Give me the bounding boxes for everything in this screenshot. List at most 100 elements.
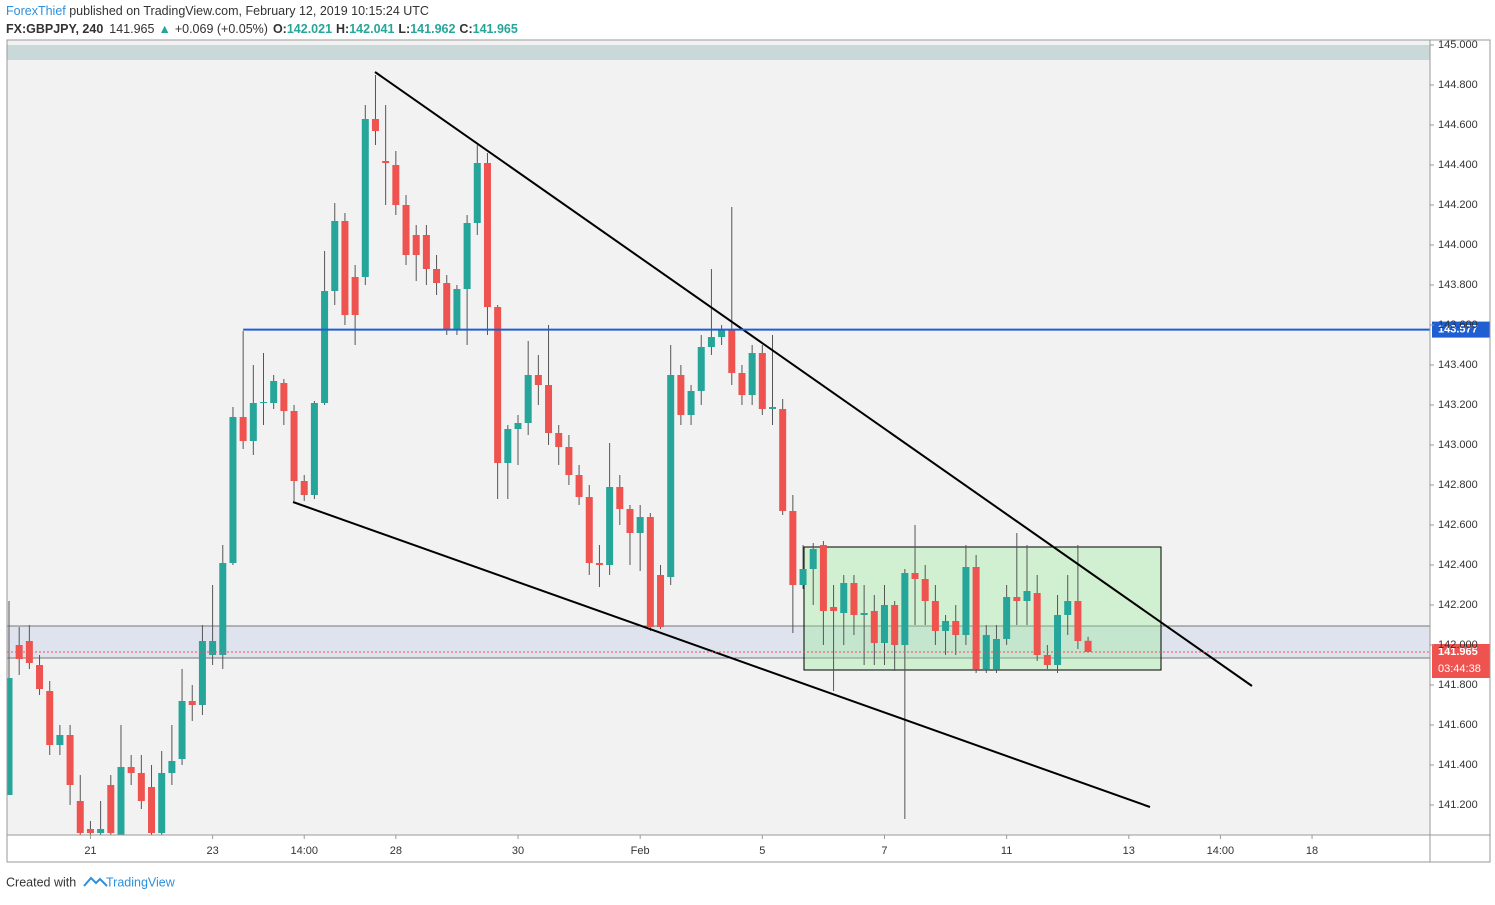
level-label-bg [1432,321,1490,338]
last-price-label: 141.965 [1438,646,1478,658]
candle-body [504,429,512,463]
header-line1: ForexThief published on TradingView.com,… [6,4,429,18]
candle-body [158,773,166,833]
y-tick-label: 144.400 [1438,159,1478,171]
countdown: 03:44:38 [1438,663,1481,675]
x-tick-label: 5 [759,845,765,857]
y-tick-label: 144.000 [1438,239,1478,251]
x-tick-label: 11 [1001,845,1012,857]
candle-body [657,575,665,627]
candle-body [809,549,817,569]
candle-body [545,385,553,433]
candle-body [819,545,827,611]
trendlines [292,71,1253,808]
change: +0.069 (+0.05%) [175,22,268,36]
candle-body [219,563,227,655]
candle-body [789,511,797,585]
candle-body [137,773,145,801]
overlay: 143.577 141.965 03:44:38 [7,321,1490,678]
tv-logo [83,876,108,887]
upper-trendline [374,71,1253,687]
candle-body [483,163,491,307]
arrow: ▲ [158,22,170,36]
candle-body [76,801,84,833]
level-label: 143.577 [1438,324,1478,336]
candle-body [799,569,807,585]
candle-body [901,573,909,645]
candle-body [36,665,44,689]
last-price-bg [1432,644,1490,678]
x-tick-label: 7 [881,845,887,857]
candle-body [361,119,369,277]
candle-body [25,641,33,663]
candle-body [952,621,960,635]
candle-body [371,119,379,131]
candle-body [962,567,970,635]
y-tick-label: 142.000 [1438,639,1478,651]
candle-body [677,375,685,415]
y-tick-label: 142.200 [1438,599,1478,611]
candle-body [555,433,563,447]
candle-body [463,223,471,289]
resistance-zone [7,45,1430,60]
candle-body [86,829,94,833]
y-tick-label: 143.000 [1438,439,1478,451]
y-tick-label: 141.200 [1438,799,1478,811]
candle-body [758,353,766,409]
candle-body [56,735,64,745]
y-tick-label: 143.400 [1438,359,1478,371]
candle-body [168,761,176,773]
candle-body [769,407,776,409]
candle-body [1084,640,1092,652]
x-tick-label: Feb [631,845,650,857]
candle-body [198,641,206,705]
y-tick-label: 141.800 [1438,679,1478,691]
y-tick-label: 141.400 [1438,759,1478,771]
y-tick-label: 142.400 [1438,559,1478,571]
candle-body [575,475,583,497]
candle-body [992,639,1000,669]
frame [6,39,1491,863]
x-tick-label: 21 [84,845,96,857]
h-value: 142.041 [349,22,394,36]
candle-body [687,391,695,415]
candle-body [718,329,726,337]
candle-body [117,767,125,835]
candle-body [1033,593,1041,655]
candle-body [331,221,339,291]
candle-body [453,289,461,329]
candle-body [473,163,481,223]
candle-body [66,735,74,785]
candle-body [97,829,105,833]
x-tick-label: 14:00 [1207,845,1235,857]
candle-body [290,411,298,481]
candle-body [728,329,736,373]
price: 141.965 [109,22,154,36]
candle-body [310,403,318,495]
candle-body [748,353,756,395]
published: published on TradingView.com, February 1… [66,4,429,18]
y-tick-label: 141.600 [1438,719,1478,731]
y-tick-label: 143.200 [1438,399,1478,411]
candle-body [1064,601,1072,615]
range-box [803,546,1162,671]
candle-body [636,517,644,533]
candle-body [667,375,675,577]
candle-body [646,517,654,627]
candle-body [982,635,990,669]
footer-brand[interactable]: TradingView [106,875,176,889]
candle-body [697,347,705,391]
candle-body [1003,597,1011,639]
candle-body [321,291,329,403]
candle-body [209,641,217,655]
candle-body [738,373,746,395]
candle-body [239,417,247,441]
candle-body [626,509,634,533]
candle-body [514,423,522,429]
c-label: C: [459,22,472,36]
candle-body [891,605,899,645]
candle-body [443,283,451,329]
candle-body [565,447,573,475]
x-tick-label: 13 [1123,845,1135,857]
